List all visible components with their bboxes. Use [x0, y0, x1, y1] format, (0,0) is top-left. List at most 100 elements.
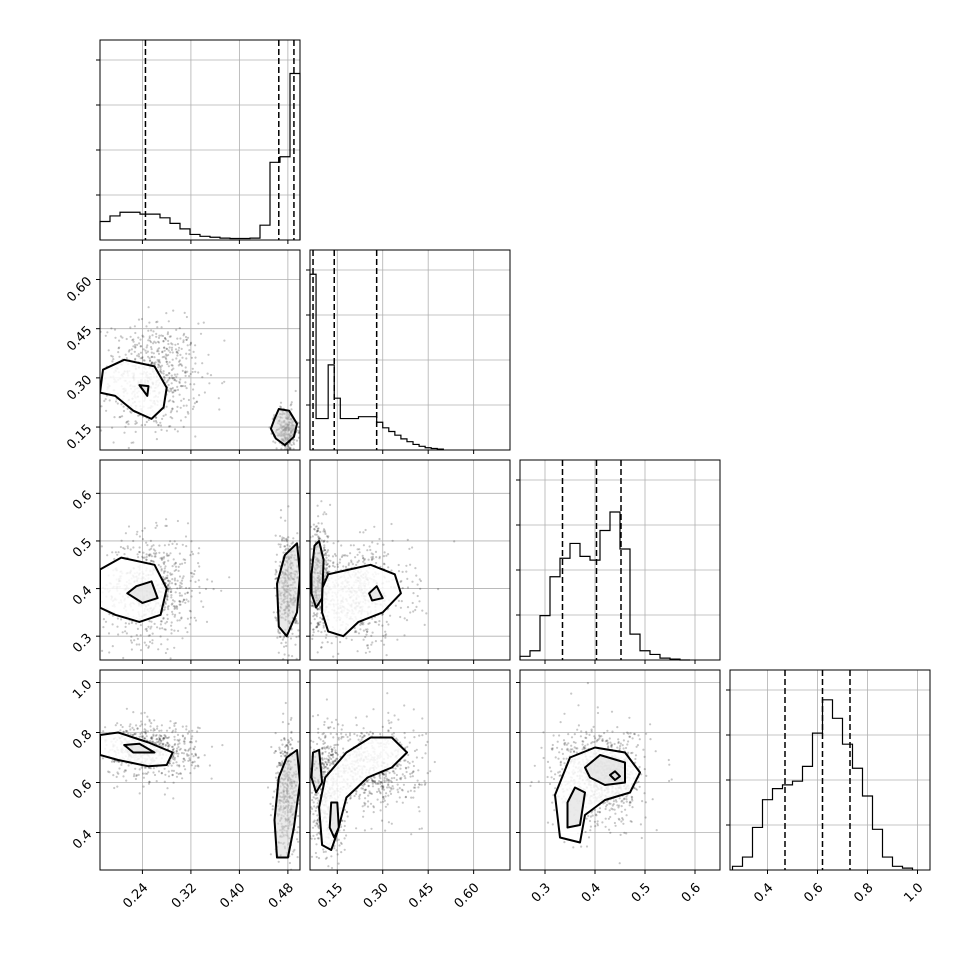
scatter-point	[292, 441, 295, 444]
scatter-point	[147, 771, 150, 774]
scatter-point	[304, 554, 306, 556]
scatter-point	[149, 627, 152, 630]
scatter-point	[364, 788, 367, 791]
scatter-point	[295, 663, 297, 665]
scatter-point	[139, 624, 142, 627]
scatter-point	[283, 737, 286, 740]
scatter-point	[365, 644, 369, 647]
scatter-point	[174, 583, 177, 586]
scatter-point	[141, 529, 144, 532]
scatter-point	[279, 545, 282, 549]
scatter-point	[176, 747, 179, 750]
scatter-point	[363, 829, 366, 832]
scatter-point	[404, 795, 408, 799]
scatter-point	[132, 539, 135, 543]
scatter-point	[405, 570, 408, 573]
scatter-point	[328, 668, 330, 670]
scatter-point	[131, 339, 134, 342]
scatter-point	[358, 797, 361, 800]
scatter-point	[305, 797, 307, 799]
scatter-point	[140, 424, 143, 427]
scatter-point	[135, 622, 138, 625]
scatter-point	[140, 712, 143, 715]
scatter-point	[387, 623, 390, 626]
scatter-point	[120, 539, 123, 542]
scatter-point	[166, 741, 169, 745]
scatter-point	[363, 558, 366, 561]
scatter-point	[184, 535, 188, 538]
scatter-point	[275, 553, 278, 556]
scatter-point	[184, 381, 187, 384]
scatter-point	[175, 605, 178, 608]
scatter-point	[376, 790, 379, 794]
scatter-point	[194, 752, 197, 755]
scatter-point	[133, 732, 136, 736]
scatter-point	[323, 511, 326, 514]
scatter-point	[178, 748, 181, 751]
scatter-point	[409, 563, 412, 566]
scatter-point	[136, 627, 139, 631]
scatter-point	[409, 789, 412, 792]
scatter-point	[290, 628, 293, 631]
scatter-point	[130, 648, 133, 651]
scatter-point	[419, 587, 422, 591]
scatter-point	[104, 334, 107, 337]
scatter-point	[174, 389, 177, 392]
scatter-point	[155, 421, 158, 424]
scatter-point	[188, 353, 191, 356]
scatter-point	[178, 327, 181, 330]
scatter-point	[371, 541, 374, 544]
scatter-point	[178, 552, 181, 555]
scatter-point	[149, 341, 153, 344]
scatter-point	[354, 556, 357, 559]
scatter-point	[321, 767, 324, 770]
scatter-point	[166, 736, 169, 740]
scatter-point	[325, 564, 328, 567]
scatter-point	[413, 749, 417, 753]
scatter-point	[281, 760, 284, 763]
scatter-point	[172, 391, 175, 394]
scatter-point	[195, 400, 199, 403]
scatter-point	[277, 631, 280, 634]
scatter-point	[382, 562, 386, 565]
scatter-point	[88, 345, 90, 347]
contour-level	[273, 749, 300, 859]
scatter-point	[118, 346, 121, 349]
panel-frame	[99, 39, 301, 241]
scatter-point	[387, 730, 390, 733]
scatter-point	[311, 634, 314, 637]
scatter-point	[137, 353, 140, 356]
scatter-point	[168, 580, 172, 583]
scatter-point	[173, 600, 176, 603]
scatter-point	[178, 594, 182, 597]
scatter-point	[143, 711, 146, 714]
scatter-point	[161, 743, 165, 746]
scatter-point	[324, 750, 327, 753]
scatter-point	[325, 568, 328, 571]
scatter-point	[188, 587, 191, 590]
scatter-point	[167, 775, 171, 778]
scatter-point	[420, 827, 423, 830]
histogram-2	[519, 511, 690, 661]
scatter-point	[167, 383, 170, 387]
scatter-point	[317, 527, 320, 530]
scatter-point	[134, 767, 137, 770]
scatter-point	[115, 775, 118, 779]
scatter-point	[361, 736, 364, 739]
scatter-point	[280, 662, 282, 664]
scatter-point	[325, 513, 328, 516]
scatter-point	[296, 532, 299, 535]
scatter-point	[113, 494, 115, 496]
scatter-point	[302, 608, 304, 610]
scatter-point	[277, 630, 280, 633]
scatter-point	[189, 616, 192, 619]
scatter-point	[171, 602, 174, 605]
scatter-point	[423, 623, 426, 627]
scatter-point	[413, 736, 416, 739]
scatter-point	[362, 556, 365, 560]
scatter-point	[204, 587, 208, 591]
scatter-point	[163, 336, 167, 340]
scatter-point	[398, 787, 401, 790]
scatter-point	[97, 760, 99, 762]
scatter-point	[353, 732, 356, 736]
